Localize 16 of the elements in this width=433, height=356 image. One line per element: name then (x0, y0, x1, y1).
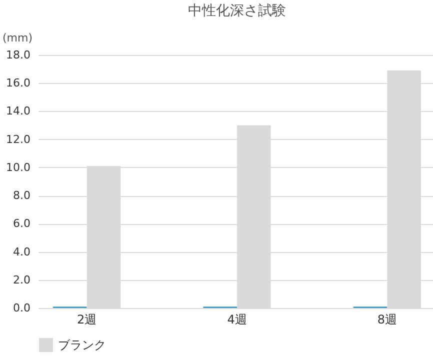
y-tick-label: 12.0 (6, 132, 30, 146)
y-tick-label: 18.0 (6, 48, 30, 62)
x-tick-label: 2週 (76, 312, 97, 326)
legend-label: ブランク (58, 338, 106, 352)
y-tick-label: 2.0 (13, 273, 30, 286)
chart-title: 中性化深さ試験 (188, 3, 286, 19)
x-tick-label: 4週 (227, 312, 247, 326)
y-tick-label: 4.0 (13, 245, 30, 258)
x-tick-label: 8週 (377, 312, 398, 326)
y-tick-label: 14.0 (6, 104, 30, 118)
y-tick-label: 6.0 (13, 217, 30, 230)
y-tick-label: 16.0 (6, 76, 30, 90)
y-axis-title: (mm) (2, 32, 33, 44)
y-tick-label: 8.0 (13, 189, 30, 202)
y-tick-label: 10.0 (6, 160, 30, 174)
y-tick-label: 0.0 (13, 302, 30, 314)
